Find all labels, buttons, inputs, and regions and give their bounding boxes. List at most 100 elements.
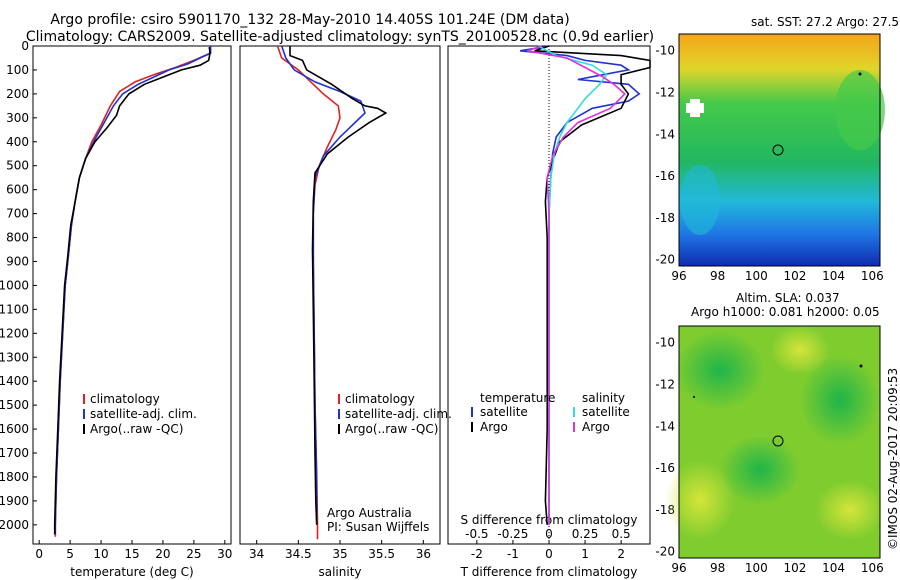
sla-map-title-2: Argo h1000: 0.081 h2000: 0.05: [691, 305, 880, 319]
depth-tick-label: 1400: [0, 374, 29, 388]
sla-map-lat-tick-label: -12: [655, 378, 675, 392]
depth-tick-label: 500: [6, 159, 29, 173]
sst-map-lat-tick-label: -10: [655, 44, 675, 58]
sla-map-title-1: Altim. SLA: 0.037: [736, 291, 840, 305]
sst-map-lat-tick-label: -12: [655, 86, 675, 100]
argo-location-marker: [772, 144, 784, 156]
depth-tick-label: 300: [6, 111, 29, 125]
temperature-xtick-label: 15: [124, 547, 139, 561]
depth-tick-label: 800: [6, 231, 29, 245]
legend-label-argo_s: Argo: [582, 420, 610, 434]
sst-map-lon-tick-label: 106: [861, 269, 884, 283]
salinity-diff-tick-label: 0: [545, 527, 553, 541]
sst-map-lon-tick-label: 98: [710, 269, 725, 283]
sla-map-lon-tick-label: 98: [710, 561, 725, 575]
sla-low-patch: [800, 355, 880, 445]
difference-xtick-label: -2: [471, 547, 483, 561]
legend-label-sat: satellite: [480, 405, 528, 419]
temperature-frame: [32, 45, 232, 545]
legend-label-clim: climatology: [345, 392, 415, 406]
depth-tick-label: 1500: [0, 398, 29, 412]
depth-tick-label: 0: [21, 39, 29, 53]
sla-map-lon-tick-label: 100: [745, 561, 768, 575]
island-dot: [858, 72, 862, 76]
temperature-xtick-label: 25: [186, 547, 201, 561]
temperature-xtick-label: 0: [35, 547, 43, 561]
temperature-xtick-label: 20: [155, 547, 170, 561]
depth-tick-label: 700: [6, 207, 29, 221]
salinity-diff-tick-label: -0.5: [465, 527, 488, 541]
salinity-frame: [239, 45, 441, 545]
legend-title-temperature: temperature: [480, 391, 555, 405]
salinity-xtick-label: 35: [332, 547, 347, 561]
island-dot: [859, 364, 863, 368]
difference-series-argo-argo: [534, 45, 651, 525]
chart-title-line1: Argo profile: csiro 5901170_132 28-May-2…: [50, 12, 570, 28]
salinity-xtick-label: 35.5: [368, 547, 395, 561]
difference-xtick-label: 0: [545, 547, 553, 561]
difference-xtick-label: 1: [581, 547, 589, 561]
sst-map-frame: [678, 33, 881, 267]
depth-tick-label: 1600: [0, 422, 29, 436]
sla-low-patch: [720, 435, 800, 505]
sla-map-lon-tick-label: 104: [822, 561, 845, 575]
difference-xtick-label: 2: [617, 547, 625, 561]
depth-tick-label: 2000: [0, 518, 29, 532]
pi-label: PI: Susan Wijffels: [327, 520, 429, 534]
salinity-series-argo-raw-qc--argo: [289, 46, 388, 525]
sst-map-lon-tick-label: 100: [745, 269, 768, 283]
legend-label-argo: Argo(..raw -QC): [345, 422, 438, 436]
depth-tick-label: 1100: [0, 302, 29, 316]
sla-map-lat-tick-label: -20: [655, 545, 675, 559]
depth-tick-label: 900: [6, 254, 29, 268]
sla-map-lon-tick-label: 96: [671, 561, 686, 575]
sla-high-patch: [770, 325, 830, 375]
chart-title-line2: Climatology: CARS2009. Satellite-adjuste…: [25, 29, 655, 45]
sla-low-patch: [675, 330, 765, 410]
sla-map-lat-tick-label: -14: [655, 419, 675, 433]
temperature-xtick-label: 10: [93, 547, 108, 561]
argo-location-marker: [772, 435, 784, 447]
salinity-xlabel: salinity: [318, 565, 361, 579]
temperature-series-climatology-clim: [54, 46, 211, 537]
legend-label-argo: Argo: [480, 420, 508, 434]
depth-tick-label: 400: [6, 135, 29, 149]
difference-series-satellite-sat: [519, 45, 641, 525]
difference-xtick-label: -1: [507, 547, 519, 561]
sla-map-lat-tick-label: -16: [655, 461, 675, 475]
sst-map-lat-tick-label: -20: [655, 253, 675, 267]
legend-label-sat_s: satellite: [582, 405, 630, 419]
sst-cool-patch: [680, 165, 720, 235]
sla-high-patch: [665, 460, 735, 540]
salinity-diff-tick-label: -0.25: [497, 527, 528, 541]
sst-map-lat-tick-label: -16: [655, 169, 675, 183]
depth-tick-label: 1000: [0, 278, 29, 292]
salinity-xtick-label: 34: [249, 547, 264, 561]
depth-tick-label: 1900: [0, 494, 29, 508]
depth-tick-label: 600: [6, 183, 29, 197]
sst-map-title: sat. SST: 27.2 Argo: 27.5: [751, 15, 899, 29]
legend-title-salinity: salinity: [582, 391, 625, 405]
land-mask: [686, 103, 704, 113]
temperature-series-argo-raw-qc--argo: [53, 47, 211, 535]
difference-xlabel: T difference from climatology: [460, 565, 638, 579]
depth-tick-label: 1700: [0, 446, 29, 460]
sla-map-frame: [678, 325, 881, 559]
legend-label-clim: climatology: [90, 392, 160, 406]
sst-map-lat-tick-label: -14: [655, 127, 675, 141]
sst-map-lon-tick-label: 102: [784, 269, 807, 283]
sla-map-lon-tick-label: 106: [861, 561, 884, 575]
imos-credit: ©IMOS 02-Aug-2017 20:09:53: [886, 368, 900, 550]
difference-series-argo-argo_s: [527, 45, 626, 525]
sst-map: [678, 33, 885, 267]
sla-map-lon-tick-label: 102: [784, 561, 807, 575]
temperature-xtick-label: 5: [66, 547, 74, 561]
depth-tick-label: 200: [6, 87, 29, 101]
sla-high-patch: [815, 480, 885, 540]
sst-warm-patch: [835, 70, 885, 150]
sla-map: [665, 325, 885, 559]
salinity-xtick-label: 34.5: [285, 547, 312, 561]
salinity-series-satellite-adj-clim--sat: [280, 45, 366, 523]
salinity-diff-tick-label: 0.25: [572, 527, 599, 541]
temperature-xtick-label: 30: [217, 547, 232, 561]
